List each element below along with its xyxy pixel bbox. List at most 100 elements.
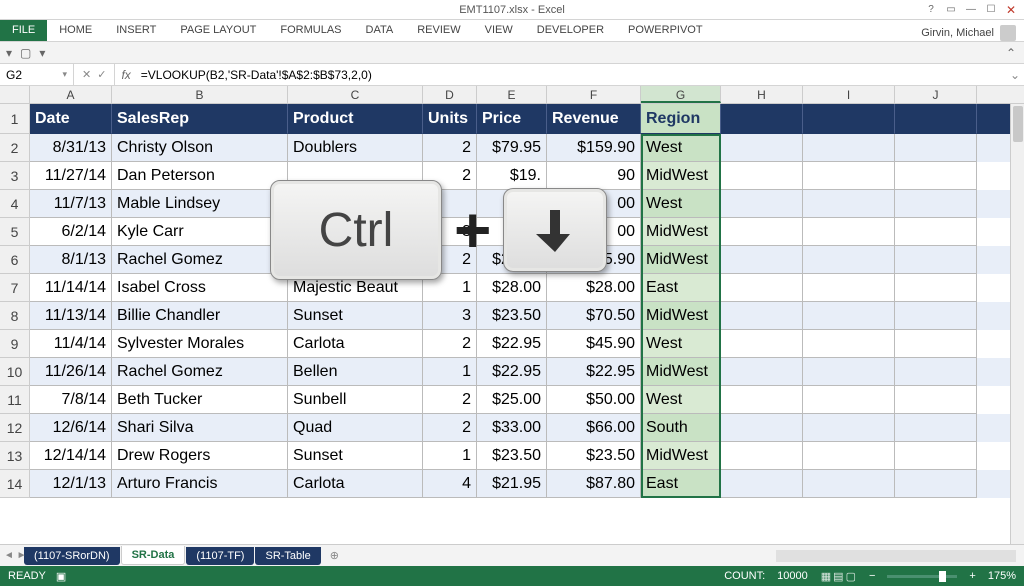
name-box-input[interactable] <box>6 68 46 82</box>
data-cell[interactable]: 90 <box>547 162 641 190</box>
column-header[interactable]: G <box>641 86 721 103</box>
empty-cell[interactable] <box>803 104 895 134</box>
data-cell[interactable]: Rachel Gomez <box>112 246 288 274</box>
empty-cell[interactable] <box>803 190 895 218</box>
data-cell[interactable] <box>288 190 423 218</box>
row-header[interactable]: 8 <box>0 302 30 330</box>
data-cell[interactable]: Drew Rogers <box>112 442 288 470</box>
cancel-icon[interactable]: ✕ <box>82 68 91 81</box>
data-cell[interactable]: Beth Tucker <box>112 386 288 414</box>
macro-record-icon[interactable]: ▣ <box>56 570 66 583</box>
header-cell[interactable]: Date <box>30 104 112 134</box>
data-cell[interactable]: Majestic Beaut <box>288 274 423 302</box>
empty-cell[interactable] <box>895 386 977 414</box>
header-cell[interactable]: Product <box>288 104 423 134</box>
ribbon-tab[interactable]: HOME <box>47 19 104 41</box>
data-cell[interactable]: $22.95 <box>547 358 641 386</box>
column-header[interactable]: J <box>895 86 977 103</box>
empty-cell[interactable] <box>721 414 803 442</box>
empty-cell[interactable] <box>895 414 977 442</box>
data-cell[interactable]: Rachel Gomez <box>112 358 288 386</box>
horizontal-scrollbar[interactable] <box>776 550 1016 562</box>
column-header[interactable]: C <box>288 86 423 103</box>
data-cell[interactable]: Carlota <box>288 330 423 358</box>
data-cell[interactable]: 12/1/13 <box>30 470 112 498</box>
data-cell[interactable] <box>423 190 477 218</box>
empty-cell[interactable] <box>721 190 803 218</box>
data-cell[interactable]: West <box>641 134 721 162</box>
data-cell[interactable]: 8/1/13 <box>30 246 112 274</box>
data-cell[interactable]: MidWest <box>641 162 721 190</box>
data-cell[interactable]: $28.00 <box>547 274 641 302</box>
data-cell[interactable]: Carlota <box>288 470 423 498</box>
row-header[interactable]: 1 <box>0 104 30 134</box>
empty-cell[interactable] <box>721 302 803 330</box>
empty-cell[interactable] <box>803 470 895 498</box>
header-cell[interactable]: Revenue <box>547 104 641 134</box>
data-cell[interactable]: 3 <box>423 218 477 246</box>
empty-cell[interactable] <box>895 218 977 246</box>
data-cell[interactable]: 12/6/14 <box>30 414 112 442</box>
name-box[interactable]: ▾ <box>0 64 74 85</box>
ribbon-tab[interactable]: DEVELOPER <box>525 19 616 41</box>
data-cell[interactable]: Shari Silva <box>112 414 288 442</box>
data-cell[interactable]: $66.00 <box>547 414 641 442</box>
user-account[interactable]: Girvin, Michael <box>921 25 1024 41</box>
data-cell[interactable]: 2 <box>423 246 477 274</box>
empty-cell[interactable] <box>895 442 977 470</box>
data-cell[interactable]: East <box>641 274 721 302</box>
empty-cell[interactable] <box>803 246 895 274</box>
empty-cell[interactable] <box>895 470 977 498</box>
data-cell[interactable]: MidWest <box>641 442 721 470</box>
row-header[interactable]: 2 <box>0 134 30 162</box>
sheet-tab[interactable]: SR-Data <box>121 546 186 565</box>
row-header[interactable]: 9 <box>0 330 30 358</box>
data-cell[interactable]: West <box>641 330 721 358</box>
data-cell[interactable]: 7/8/14 <box>30 386 112 414</box>
row-header[interactable]: 3 <box>0 162 30 190</box>
ribbon-tab[interactable]: REVIEW <box>405 19 472 41</box>
empty-cell[interactable] <box>721 470 803 498</box>
empty-cell[interactable] <box>721 134 803 162</box>
data-cell[interactable]: $33. <box>477 218 547 246</box>
data-cell[interactable]: East <box>641 470 721 498</box>
data-cell[interactable]: $22.95 <box>477 358 547 386</box>
empty-cell[interactable] <box>895 302 977 330</box>
empty-cell[interactable] <box>803 330 895 358</box>
data-cell[interactable]: $23.50 <box>547 442 641 470</box>
row-header[interactable]: 11 <box>0 386 30 414</box>
row-header[interactable]: 12 <box>0 414 30 442</box>
empty-cell[interactable] <box>895 330 977 358</box>
data-cell[interactable]: Arturo Francis <box>112 470 288 498</box>
data-cell[interactable]: $45.90 <box>547 246 641 274</box>
data-cell[interactable]: $22.95 <box>477 330 547 358</box>
data-cell[interactable]: 2 <box>423 414 477 442</box>
expand-formula-icon[interactable]: ⌄ <box>1006 68 1024 82</box>
empty-cell[interactable] <box>721 104 803 134</box>
data-cell[interactable]: 11/13/14 <box>30 302 112 330</box>
data-cell[interactable]: 11/14/14 <box>30 274 112 302</box>
empty-cell[interactable] <box>721 442 803 470</box>
vertical-scrollbar[interactable] <box>1010 104 1024 544</box>
ribbon-tab[interactable]: FORMULAS <box>268 19 353 41</box>
data-cell[interactable]: $45.90 <box>547 330 641 358</box>
empty-cell[interactable] <box>803 218 895 246</box>
column-header[interactable]: E <box>477 86 547 103</box>
data-cell[interactable]: MidWest <box>641 358 721 386</box>
zoom-out-icon[interactable]: − <box>869 570 875 582</box>
data-cell[interactable]: $23.50 <box>477 442 547 470</box>
column-header[interactable]: F <box>547 86 641 103</box>
fx-icon[interactable]: fx <box>115 68 136 82</box>
data-cell[interactable]: 00 <box>547 218 641 246</box>
data-cell[interactable]: $70.50 <box>547 302 641 330</box>
data-cell[interactable]: Mable Lindsey <box>112 190 288 218</box>
empty-cell[interactable] <box>721 218 803 246</box>
data-cell[interactable]: 2 <box>423 386 477 414</box>
scrollbar-thumb[interactable] <box>1013 106 1023 142</box>
data-cell[interactable]: $28.00 <box>477 274 547 302</box>
row-header[interactable]: 4 <box>0 190 30 218</box>
data-cell[interactable]: West <box>641 386 721 414</box>
row-header[interactable]: 7 <box>0 274 30 302</box>
header-cell[interactable]: Region <box>641 104 721 134</box>
empty-cell[interactable] <box>895 162 977 190</box>
